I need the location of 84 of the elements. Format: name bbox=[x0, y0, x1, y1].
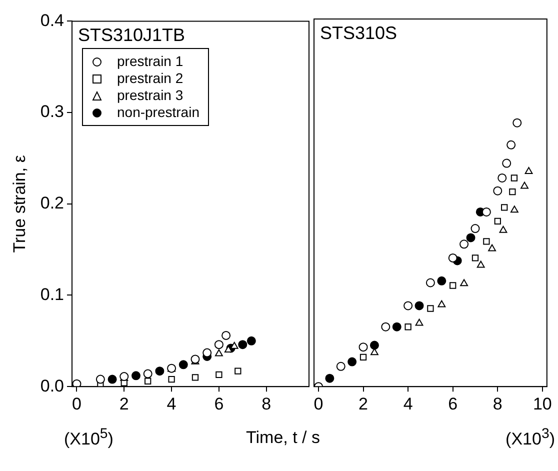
text: (X10$^{5}$) bbox=[64, 426, 114, 450]
point bbox=[502, 158, 512, 168]
point bbox=[143, 369, 152, 378]
point bbox=[72, 379, 82, 387]
point bbox=[392, 322, 402, 332]
legend-label: non-prestrain bbox=[117, 104, 200, 121]
y-tick-label: 0.2 bbox=[40, 194, 64, 213]
x-tick-label: 2 bbox=[358, 394, 368, 414]
point bbox=[426, 278, 435, 288]
point bbox=[336, 362, 346, 371]
point bbox=[222, 330, 231, 340]
point bbox=[325, 374, 334, 383]
point bbox=[470, 224, 480, 234]
point bbox=[510, 174, 518, 182]
point bbox=[450, 282, 456, 289]
x-axis-title: Time, t / s bbox=[246, 428, 320, 447]
point bbox=[494, 218, 501, 225]
point bbox=[155, 366, 164, 376]
point bbox=[460, 240, 469, 249]
point bbox=[348, 357, 357, 366]
point bbox=[108, 374, 117, 384]
y-tick-label: 0.0 bbox=[40, 376, 64, 396]
y-axis-title: True strain, ε bbox=[10, 154, 29, 253]
point bbox=[493, 186, 502, 196]
x-tick-label: 0 bbox=[314, 394, 324, 414]
x-tick-label: 10 bbox=[532, 394, 552, 414]
point bbox=[178, 360, 188, 370]
point bbox=[216, 371, 222, 378]
point bbox=[498, 173, 507, 182]
point bbox=[510, 206, 518, 213]
point bbox=[506, 140, 516, 150]
text: (X10$^{3}$) bbox=[506, 426, 555, 450]
point bbox=[214, 340, 224, 350]
point bbox=[404, 301, 413, 310]
chart-title: STS310S bbox=[320, 22, 398, 43]
x-tick-label: 6 bbox=[448, 394, 458, 414]
point bbox=[476, 260, 485, 268]
point bbox=[460, 279, 468, 286]
x-tick-label: 8 bbox=[262, 394, 272, 414]
legend-label: prestrain 3 bbox=[117, 87, 184, 104]
point bbox=[168, 376, 175, 383]
point bbox=[499, 226, 508, 233]
point bbox=[427, 305, 434, 312]
point bbox=[144, 378, 152, 384]
point bbox=[404, 324, 412, 330]
point bbox=[438, 300, 446, 308]
x-tick-label: 8 bbox=[492, 394, 502, 414]
point bbox=[370, 340, 379, 350]
point bbox=[234, 368, 242, 374]
point bbox=[509, 188, 516, 196]
x-tick-label: 0 bbox=[72, 394, 82, 414]
point bbox=[415, 318, 424, 326]
point bbox=[472, 254, 479, 262]
point bbox=[214, 349, 223, 356]
point bbox=[482, 207, 491, 216]
point bbox=[501, 204, 508, 211]
x-tick-label: 4 bbox=[166, 394, 176, 414]
point bbox=[246, 336, 256, 346]
y-tick-label: 0.4 bbox=[40, 10, 64, 30]
x-tick-label: 2 bbox=[119, 394, 129, 414]
point bbox=[466, 233, 476, 242]
point bbox=[238, 340, 248, 350]
legend-label: prestrain 2 bbox=[117, 70, 184, 87]
chart-title: STS310J1TB bbox=[78, 25, 186, 46]
point bbox=[524, 167, 533, 174]
x-tick-label: 4 bbox=[403, 394, 413, 414]
point bbox=[192, 374, 199, 381]
point bbox=[414, 301, 424, 310]
point bbox=[488, 244, 496, 252]
point bbox=[360, 354, 367, 361]
point bbox=[512, 118, 522, 128]
point bbox=[131, 371, 140, 380]
y-tick-label: 0.3 bbox=[40, 102, 64, 122]
point bbox=[520, 182, 528, 189]
point bbox=[437, 276, 446, 286]
point bbox=[96, 374, 105, 384]
legend-label: prestrain 1 bbox=[117, 53, 184, 70]
point bbox=[358, 342, 368, 352]
point bbox=[381, 322, 390, 332]
point bbox=[448, 253, 458, 262]
y-tick-label: 0.1 bbox=[40, 284, 64, 304]
x-tick-label: 6 bbox=[214, 394, 224, 414]
point bbox=[202, 348, 212, 358]
point bbox=[483, 238, 490, 245]
